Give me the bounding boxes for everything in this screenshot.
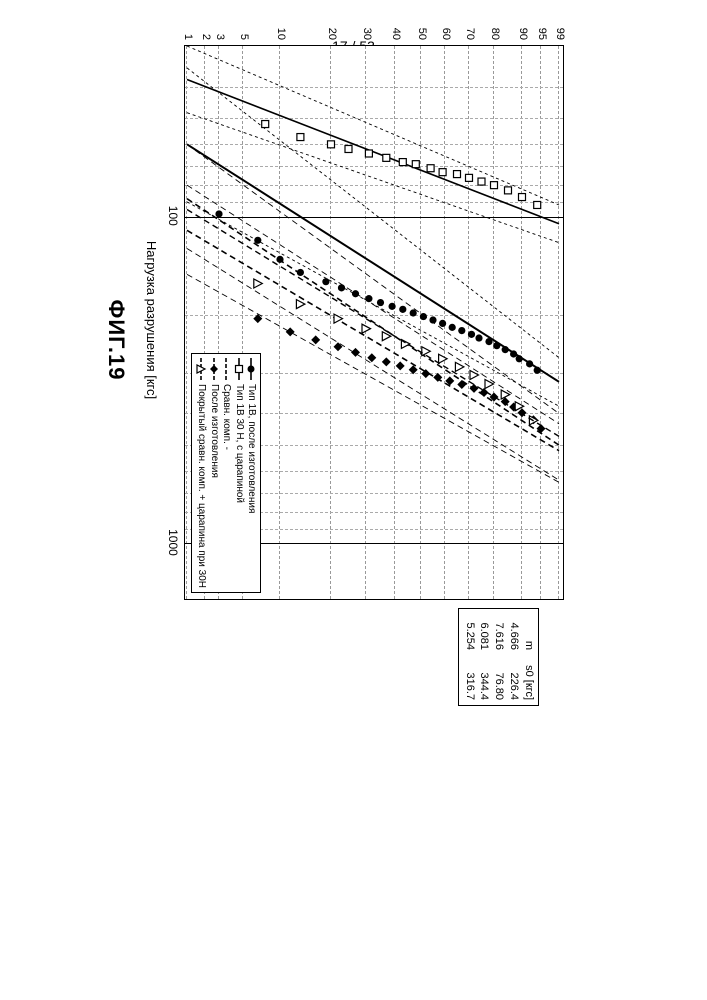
x-tick-label: 100 <box>166 206 180 226</box>
legend-item: После изготовления <box>207 358 220 588</box>
y-tick-label: 50 <box>416 12 428 40</box>
y-tick-label: 70 <box>464 12 476 40</box>
x-axis-label: Нагрузка разрушения [кгс] <box>144 241 159 399</box>
legend-box: Тип 1B, после изготовленияТип 1B 30 H, с… <box>191 353 262 593</box>
table-row: 6.081344.4 <box>476 614 491 700</box>
legend-label: Тип 1B, после изготовления <box>245 384 258 513</box>
figure-19-wrapper: Вероятность возникновения повреждения [%… <box>114 0 594 720</box>
y-tick-label: 30 <box>361 12 373 40</box>
legend-label: Покрытый сравн. комп. + царапина при 30H <box>195 384 208 588</box>
legend-marker-icon <box>195 358 207 380</box>
y-tick-label: 10 <box>275 12 287 40</box>
figure-caption: ФИГ.19 <box>103 300 129 381</box>
legend-marker-icon <box>207 358 219 380</box>
x-tick-label: 1000 <box>166 529 180 556</box>
legend-label: Сравн. комп. - <box>220 384 233 450</box>
legend-item: Сравн. комп. - <box>220 358 233 588</box>
legend-marker-icon <box>245 358 257 380</box>
legend-rows: Тип 1B, после изготовленияТип 1B 30 H, с… <box>195 358 258 588</box>
y-tick-label: 90 <box>517 12 529 40</box>
legend-item: Покрытый сравн. комп. + царапина при 30H <box>195 358 208 588</box>
y-tick-label: 5 <box>238 12 250 40</box>
legend-item: Тип 1B, после изготовления <box>245 358 258 588</box>
legend-marker-icon <box>220 358 232 380</box>
chart-area: Тип 1B, после изготовленияТип 1B 30 H, с… <box>184 45 564 600</box>
y-tick-label: 99 <box>554 12 566 40</box>
legend-label: Тип 1B 30 H, с царапиной <box>232 384 245 503</box>
y-tick-label: 1 <box>182 12 194 40</box>
y-tick-label: 80 <box>489 12 501 40</box>
y-tick-label: 95 <box>536 12 548 40</box>
table-rows: 4.666226.47.61676.806.081344.45.254316.7 <box>461 614 520 700</box>
table-row: 7.61676.80 <box>491 614 506 700</box>
y-tick-label: 20 <box>326 12 338 40</box>
legend-marker-icon <box>232 358 244 380</box>
table-row: 4.666226.4 <box>506 614 521 700</box>
y-tick-label: 2 <box>200 12 212 40</box>
table-header-m: m <box>521 614 536 650</box>
y-tick-label: 3 <box>214 12 226 40</box>
weibull-params-table: m s0 [кгс] 4.666226.47.61676.806.081344.… <box>457 608 538 706</box>
legend-label: После изготовления <box>207 384 220 478</box>
y-tick-label: 40 <box>390 12 402 40</box>
legend-item: Тип 1B 30 H, с царапиной <box>232 358 245 588</box>
table-header-s0: s0 [кгс] <box>521 660 536 700</box>
y-tick-label: 60 <box>440 12 452 40</box>
table-row: 5.254316.7 <box>461 614 476 700</box>
